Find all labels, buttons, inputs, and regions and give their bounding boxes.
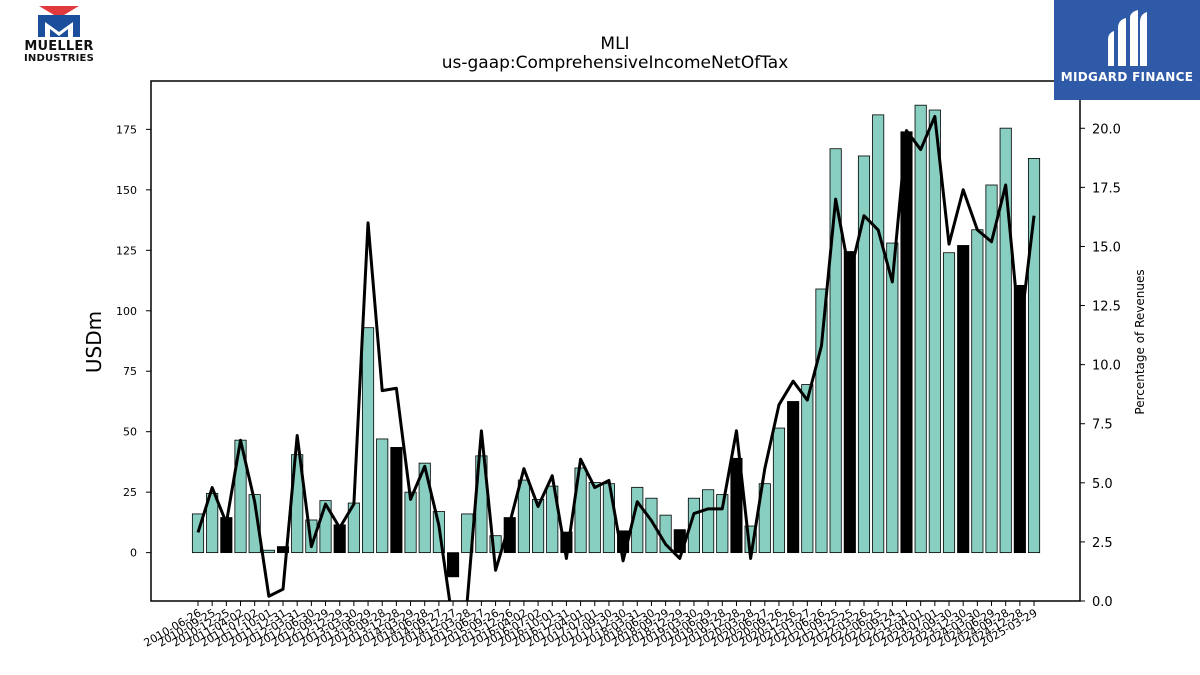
- bar: [829, 148, 842, 554]
- bar: [447, 552, 460, 578]
- bar: [517, 479, 530, 554]
- bar: [546, 485, 559, 554]
- percentage-line: [196, 114, 1036, 601]
- y-tick-label: 25: [123, 486, 137, 499]
- bar: [1027, 157, 1041, 554]
- bar: [418, 462, 431, 554]
- y-tick-label: 125: [116, 244, 137, 257]
- y-tick-label: 150: [116, 184, 137, 197]
- midgard-mark-icon: [1108, 10, 1147, 66]
- logo-right-text: MIDGARD FINANCE: [1060, 70, 1194, 84]
- logo-left-line2: INDUSTRIES: [24, 53, 94, 64]
- bar: [262, 549, 275, 554]
- y-tick-label: 175: [116, 123, 137, 136]
- bar: [248, 494, 261, 554]
- bar: [801, 384, 814, 554]
- bar: [857, 155, 871, 554]
- bar: [333, 524, 346, 554]
- bar-series: [191, 104, 1041, 578]
- mueller-m-icon: [38, 6, 80, 37]
- y-tick-label: 50: [123, 426, 137, 439]
- bar: [645, 497, 658, 554]
- bar: [971, 229, 984, 554]
- bar: [276, 546, 290, 554]
- bar: [588, 482, 601, 554]
- bar: [985, 184, 998, 554]
- y2-tick-label: 17.5: [1092, 181, 1121, 196]
- bar: [532, 499, 545, 554]
- bar: [787, 401, 800, 554]
- bar: [602, 483, 615, 554]
- y2-tick-label: 12.5: [1092, 300, 1121, 315]
- mueller-industries-logo: MUELLER INDUSTRIES: [18, 6, 100, 66]
- bar: [730, 457, 743, 554]
- logo-left-line1: MUELLER: [24, 39, 94, 54]
- y-axis-label: USDm: [82, 311, 106, 373]
- bar: [376, 438, 389, 554]
- y2-tick-label: 10.0: [1092, 359, 1121, 374]
- bar: [404, 491, 417, 554]
- bar: [957, 245, 970, 554]
- bar: [758, 483, 771, 554]
- bar: [914, 104, 927, 554]
- percentage-line-layer: [196, 114, 1036, 601]
- bar: [361, 327, 375, 554]
- bar: [1013, 284, 1026, 554]
- bar: [815, 288, 828, 554]
- y-tick-label: 100: [116, 305, 137, 318]
- bar: [489, 535, 502, 554]
- midgard-finance-logo: MIDGARD FINANCE: [1054, 0, 1200, 100]
- y2-tick-label: 2.5: [1092, 536, 1113, 551]
- y2-axis-label: Percentage of Revenues: [1133, 269, 1147, 414]
- bar: [716, 494, 729, 554]
- y-tick-label: 75: [123, 365, 137, 378]
- chart-title: MLI: [600, 34, 629, 54]
- y2-tick-label: 0.0: [1092, 595, 1113, 610]
- y2-tick-label: 5.0: [1092, 477, 1113, 492]
- bar: [942, 252, 956, 554]
- bar: [191, 513, 205, 554]
- bar: [687, 497, 700, 554]
- bar: [928, 109, 941, 554]
- bar: [390, 447, 403, 554]
- plot-frame: [150, 80, 1081, 602]
- y2-tick-label: 15.0: [1092, 240, 1121, 255]
- bar: [900, 131, 913, 554]
- bar: [999, 127, 1012, 554]
- bar: [319, 500, 332, 554]
- bar: [886, 242, 899, 554]
- bar: [702, 489, 715, 554]
- bar: [772, 427, 786, 554]
- chart-subtitle: us-gaap:ComprehensiveIncomeNetOfTax: [442, 53, 789, 73]
- bar: [843, 251, 856, 554]
- axes: 0 25 50 75 100 125 150 175 0.0 2.5 5.0 7.5 10.0 12.5 1…: [116, 80, 1121, 650]
- y2-tick-label: 20.0: [1092, 122, 1121, 137]
- y2-tick-label: 7.5: [1092, 418, 1113, 433]
- y-tick-label: 0: [130, 547, 137, 560]
- bar: [206, 492, 219, 554]
- bar: [872, 114, 885, 554]
